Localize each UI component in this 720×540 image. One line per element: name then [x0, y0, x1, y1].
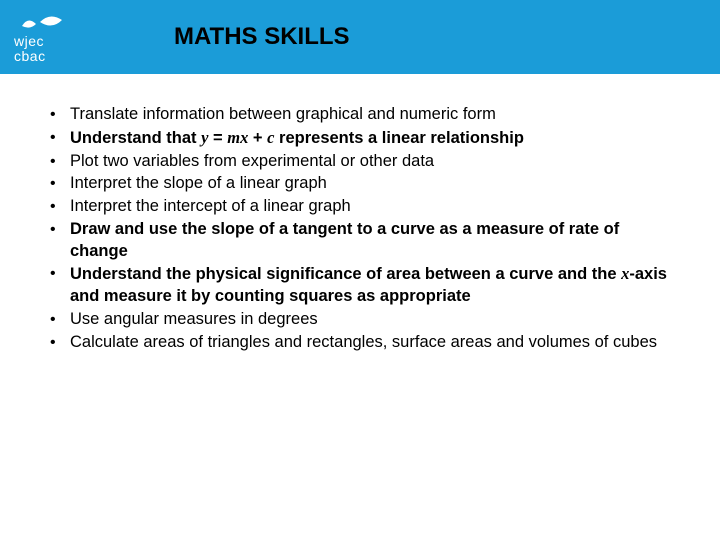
- content-area: Translate information between graphical …: [0, 74, 720, 540]
- logo-text-top: wjec: [14, 34, 44, 49]
- bullet-item: Calculate areas of triangles and rectang…: [48, 332, 672, 354]
- bullet-item: Understand that y = mx + c represents a …: [48, 127, 672, 150]
- bullet-item: Translate information between graphical …: [48, 104, 672, 126]
- bullet-list: Translate information between graphical …: [48, 104, 672, 353]
- header-bar: wjec cbac MATHS SKILLS: [0, 0, 720, 74]
- bullet-item: Understand the physical significance of …: [48, 263, 672, 308]
- slide: wjec cbac MATHS SKILLS Translate informa…: [0, 0, 720, 540]
- logo-text-bottom: cbac: [14, 49, 46, 64]
- logo-mark-icon: [20, 10, 64, 32]
- bullet-item: Use angular measures in degrees: [48, 309, 672, 331]
- slide-title: MATHS SKILLS: [174, 23, 350, 51]
- bullet-item: Draw and use the slope of a tangent to a…: [48, 219, 672, 263]
- bullet-item: Plot two variables from experimental or …: [48, 151, 672, 173]
- bullet-item: Interpret the intercept of a linear grap…: [48, 196, 672, 218]
- bullet-item: Interpret the slope of a linear graph: [48, 173, 672, 195]
- wjec-cbac-logo: wjec cbac: [14, 10, 64, 64]
